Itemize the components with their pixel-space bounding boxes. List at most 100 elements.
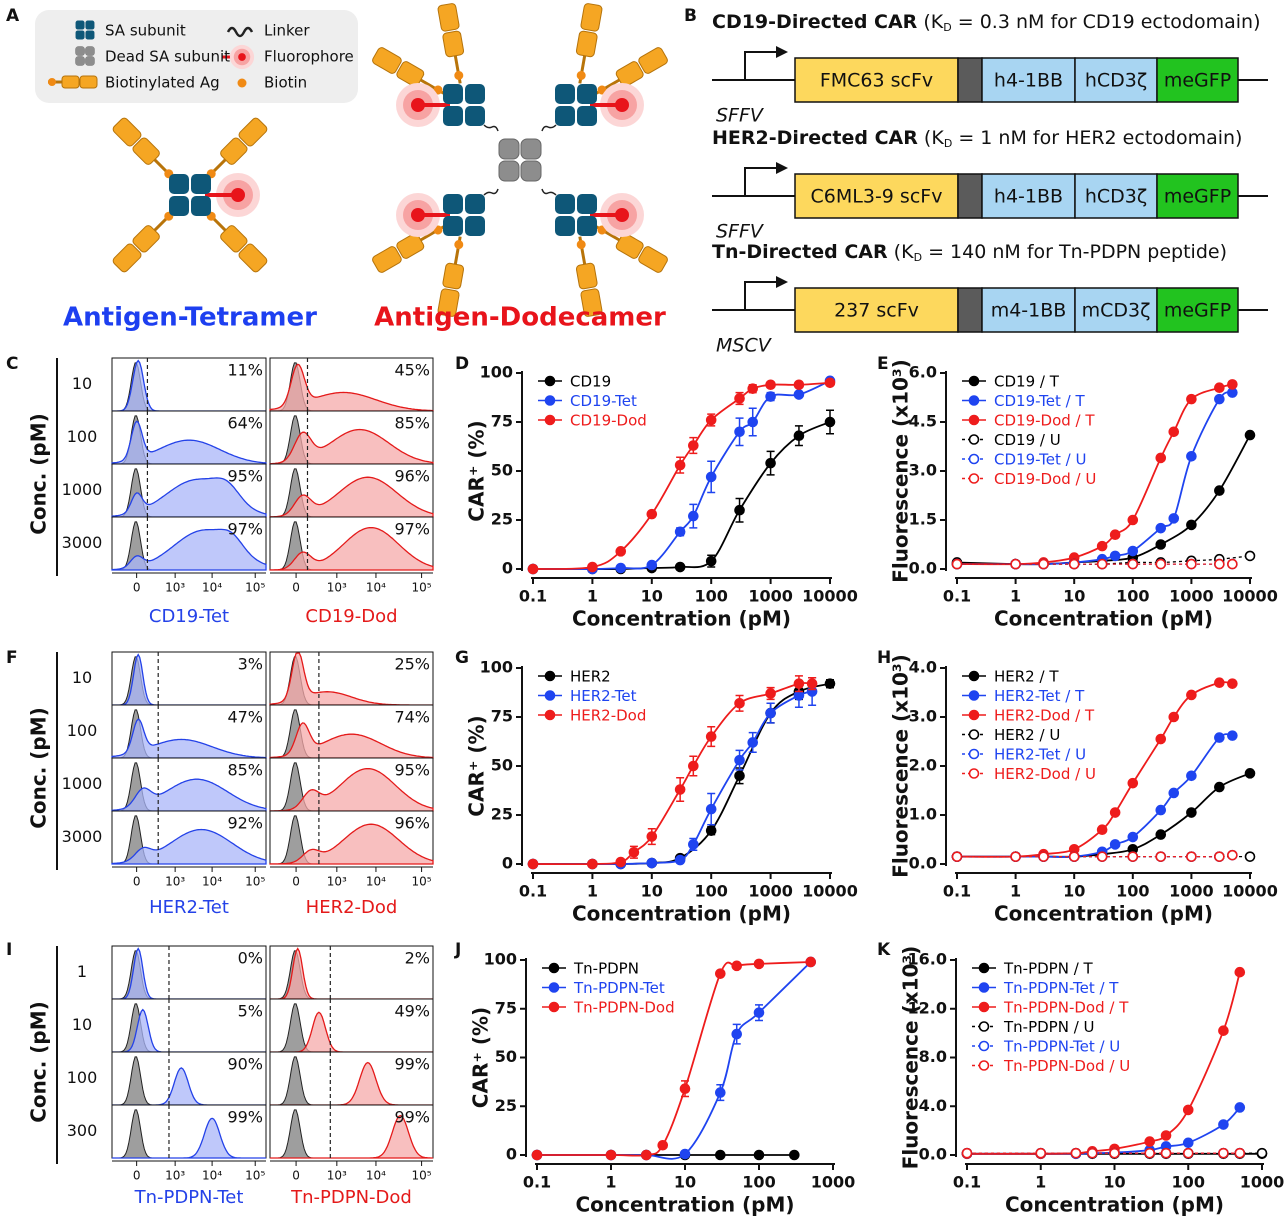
x-tick-label: 1: [1035, 1173, 1046, 1192]
x-tick-label: 10: [1063, 882, 1085, 901]
data-point: [676, 785, 685, 794]
data-point: [1187, 690, 1196, 699]
x-tick-label: 1: [1010, 587, 1021, 606]
legend-marker: [980, 1003, 989, 1012]
arrowhead: [776, 46, 788, 58]
data-point: [1145, 1137, 1154, 1146]
x-tick-label: 10: [1103, 1173, 1125, 1192]
legend-label: CD19-Tet: [570, 392, 637, 410]
data-point: [1156, 830, 1165, 839]
data-point: [647, 561, 656, 570]
data-point: [748, 738, 757, 747]
panel-label: K: [877, 940, 891, 960]
legend-text: Linker: [264, 22, 310, 40]
y-axis-title: Fluorescence (x10³): [889, 654, 913, 878]
x-tick-label: 10: [641, 587, 663, 606]
dodecamer-label: Antigen-Dodecamer: [374, 303, 666, 333]
data-point: [689, 840, 698, 849]
promoter-arrow: [745, 52, 776, 80]
panel-label: G: [455, 648, 469, 668]
construct-segment: [958, 58, 982, 102]
percent-label: 49%: [394, 1002, 430, 1021]
data-point: [707, 557, 716, 566]
data-point: [707, 826, 716, 835]
data-point: [716, 1151, 725, 1160]
arm: [112, 204, 181, 273]
icon-rect: [62, 76, 79, 88]
x-tick-label: 0.1: [943, 882, 971, 901]
data-point: [1088, 1149, 1097, 1158]
legend-text: SA subunit: [105, 22, 186, 40]
percent-label: 47%: [227, 708, 263, 727]
data-point: [1128, 852, 1137, 861]
y-axis-title: Conc. (pM): [27, 413, 51, 535]
y-tick-label: 50: [495, 1047, 517, 1066]
y-tick-label: 4.0: [909, 658, 937, 677]
promoter-label: SFFV: [716, 105, 765, 127]
x-tick-label: 10: [641, 882, 663, 901]
construct-title: CD19-Directed CAR (KD = 0.3 nM for CD19 …: [712, 11, 1261, 35]
x-tick-label: 10³: [165, 581, 185, 595]
y-axis-title: Conc. (pM): [27, 1001, 51, 1123]
x-tick-label: 10³: [165, 875, 185, 889]
data-point: [676, 461, 685, 470]
x-tick-label: 10000: [802, 587, 858, 606]
y-tick-label: 100: [480, 363, 513, 382]
x-tick-label: 0: [133, 1169, 141, 1183]
data-point: [647, 859, 656, 868]
data-point: [1187, 395, 1196, 404]
panel-label: A: [6, 6, 20, 26]
data-point: [735, 394, 744, 403]
x-tick-label: 10³: [327, 1169, 347, 1183]
x-tick-label: 1: [587, 882, 598, 901]
concentration-label: 10: [72, 374, 92, 393]
x-tick-label: 10⁴: [366, 875, 386, 889]
x-tick-label: 10⁵: [412, 581, 432, 595]
data-point: [953, 852, 962, 861]
data-point: [790, 1151, 799, 1160]
figure: SA subunit Dead SA subunit Biotinylated …: [0, 0, 1286, 1219]
legend-marker: [970, 691, 979, 700]
data-point: [681, 1150, 690, 1159]
data-point: [1246, 431, 1255, 440]
legend-label: HER2-Dod / U: [994, 765, 1096, 783]
y-tick-label: 4.5: [909, 412, 937, 431]
concentration-label: 1: [77, 962, 87, 981]
y-tick-label: 3.0: [909, 707, 937, 726]
percent-label: 99%: [394, 1055, 430, 1074]
concentration-label: 300: [67, 1121, 98, 1140]
data-point: [642, 1151, 651, 1160]
panel-label: B: [684, 6, 697, 26]
x-tick-label: 10⁵: [245, 581, 265, 595]
data-point: [533, 1151, 542, 1160]
y-tick-label: 75: [491, 707, 513, 726]
data-point: [732, 1030, 741, 1039]
legend-marker: [970, 474, 979, 483]
x-tick-label: 0: [133, 581, 141, 595]
data-point: [953, 560, 962, 569]
data-point: [1169, 427, 1178, 436]
data-point: [1098, 852, 1107, 861]
tetramer-diagram: [112, 117, 269, 274]
promoter-label: SFFV: [716, 221, 765, 243]
segment-label: FMC63 scFv: [820, 70, 933, 92]
legend-label: CD19-Dod: [570, 412, 647, 430]
data-point: [766, 709, 775, 718]
data-point: [794, 691, 803, 700]
data-point: [676, 856, 685, 865]
legend-marker: [970, 750, 979, 759]
panel-label: I: [6, 940, 12, 960]
arm: [112, 117, 181, 186]
data-point: [1184, 1138, 1193, 1147]
data-point: [735, 756, 744, 765]
legend-label: CD19 / U: [994, 431, 1061, 449]
y-tick-label: 1.0: [909, 805, 937, 824]
legend-marker: [980, 1042, 989, 1051]
y-axis-title: CAR⁺ (%): [465, 420, 489, 521]
segment-label: hCD3ζ: [1085, 70, 1147, 92]
legend-label: HER2-Dod: [570, 707, 646, 725]
data-point: [748, 384, 757, 393]
legend-marker: [550, 1003, 559, 1012]
x-tick-label: 10⁴: [202, 581, 222, 595]
data-point: [658, 1141, 667, 1150]
